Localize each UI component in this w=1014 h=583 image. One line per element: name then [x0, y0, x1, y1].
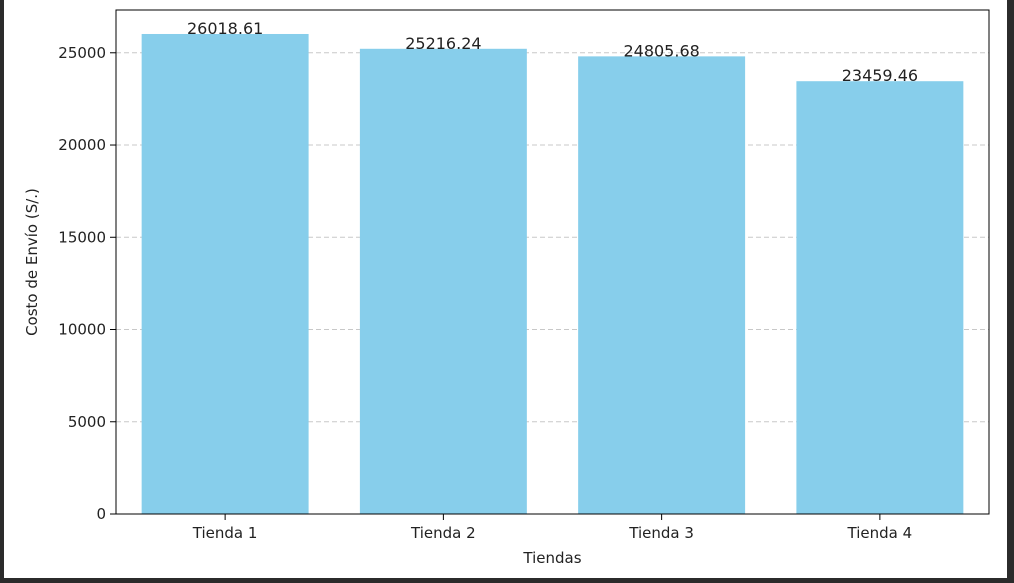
- x-tick-label: Tienda 4: [847, 524, 913, 542]
- y-tick-label: 10000: [58, 321, 106, 339]
- data-label: 25216.24: [405, 34, 481, 53]
- data-label: 24805.68: [623, 41, 699, 60]
- y-tick-label: 5000: [68, 413, 106, 431]
- data-label: 26018.61: [187, 19, 263, 38]
- x-axis-label: Tiendas: [522, 549, 581, 567]
- y-tick-label: 25000: [58, 44, 106, 62]
- plot-frame: [115, 9, 990, 515]
- y-axis: 0 5000 10000 15000 20000 25000: [58, 44, 116, 523]
- data-labels: 26018.61 25216.24 24805.68 23459.46: [187, 19, 918, 85]
- bar-chart: 26018.61 25216.24 24805.68 23459.46 0 5000 10…: [23, 9, 990, 567]
- y-tick-label: 15000: [58, 228, 106, 246]
- bar: [141, 33, 309, 514]
- y-tick-label: 20000: [58, 136, 106, 154]
- data-label: 23459.46: [842, 66, 918, 85]
- bars: [141, 33, 964, 515]
- x-tick-label: Tienda 1: [192, 524, 258, 542]
- y-axis-label: Costo de Envío (S/.): [23, 188, 41, 336]
- bar: [796, 81, 964, 514]
- y-tick-label: 0: [96, 505, 106, 523]
- x-axis: Tienda 1 Tienda 2 Tienda 3 Tienda 4: [192, 514, 912, 542]
- bar: [359, 48, 527, 515]
- x-tick-label: Tienda 2: [410, 524, 476, 542]
- bar: [578, 56, 746, 514]
- x-tick-label: Tienda 3: [628, 524, 694, 542]
- chart-canvas: 26018.61 25216.24 24805.68 23459.46 0 5000 10…: [4, 0, 1007, 578]
